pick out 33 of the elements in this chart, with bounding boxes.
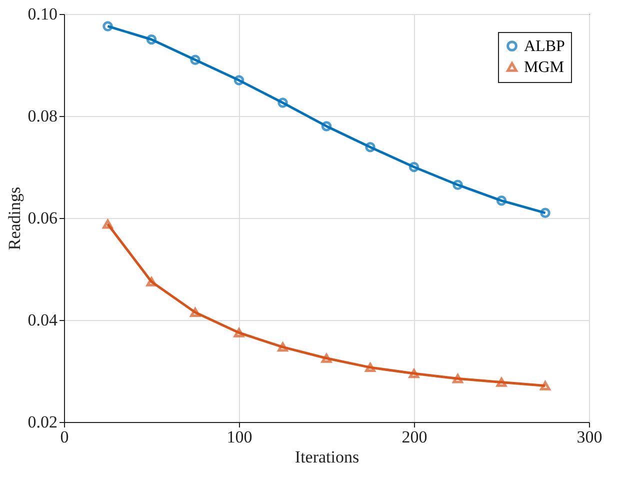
point: [321, 121, 332, 132]
x-tick-label: 0: [60, 428, 69, 446]
point: [190, 308, 200, 317]
point: [146, 277, 157, 286]
x-tick-label: 100: [226, 428, 252, 446]
point: [234, 75, 244, 86]
y-tick-label: 0.04: [28, 310, 58, 330]
point: [452, 374, 463, 384]
point: [452, 180, 463, 190]
point: [234, 328, 244, 338]
point: [496, 378, 507, 387]
y-tick-label: 0.08: [28, 106, 58, 126]
point: [102, 220, 113, 229]
point: [408, 368, 420, 378]
y-tick-label: 0.06: [28, 208, 58, 228]
point: [278, 342, 288, 352]
y-tick-label: 0.02: [28, 412, 58, 432]
point: [146, 34, 157, 45]
y-tick-label: 0.10: [28, 4, 58, 24]
point: [540, 381, 550, 390]
point: [278, 98, 288, 108]
x-tick-label: 300: [576, 428, 602, 446]
x-axis-title: Iterations: [294, 448, 360, 466]
legend-label: MGM: [524, 59, 564, 76]
point: [408, 162, 420, 172]
point: [496, 196, 507, 206]
y-axis-title: Readings: [4, 186, 24, 250]
legend-label: ALBP: [524, 38, 565, 55]
point: [365, 362, 376, 372]
point: [365, 142, 376, 152]
x-tick-label: 200: [402, 428, 428, 446]
point: [190, 54, 200, 66]
point: [321, 354, 332, 363]
